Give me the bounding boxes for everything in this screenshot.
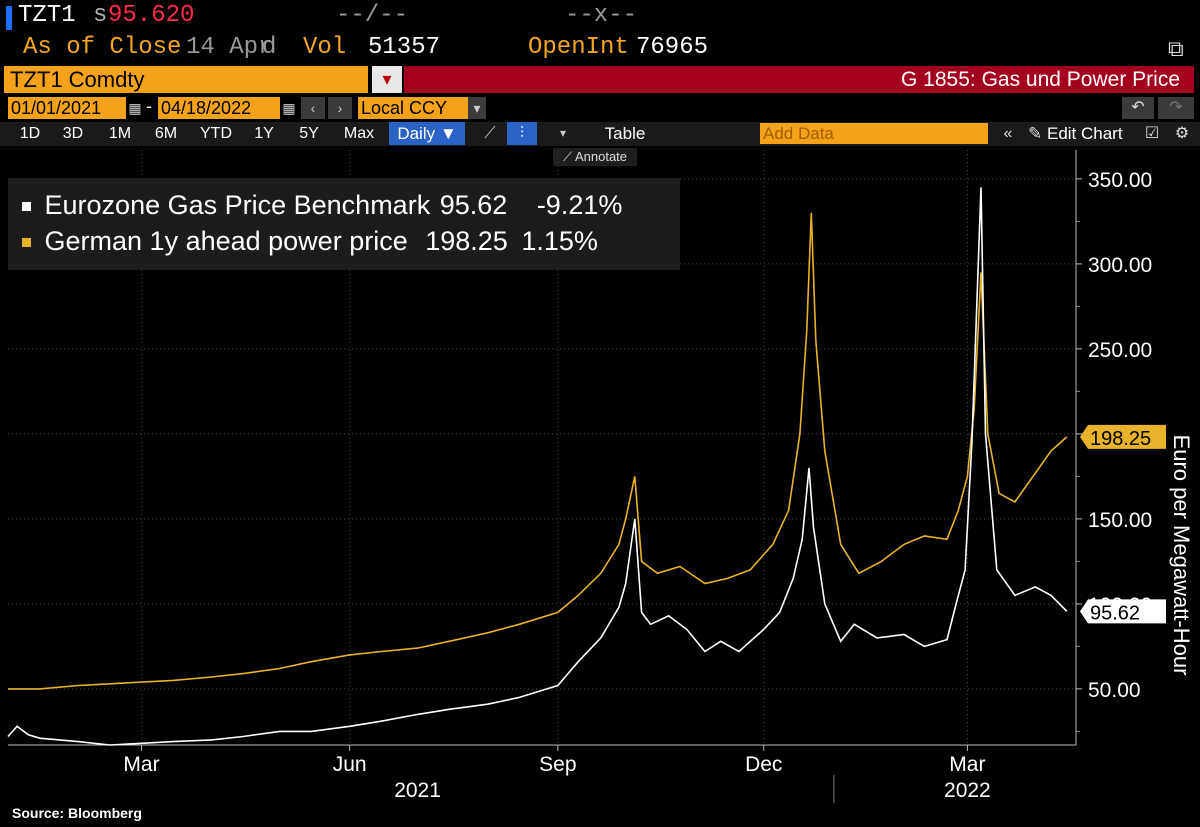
quote-stats: As of Close 14 Apr d Vol 51357 OpenInt 7… [0, 34, 1200, 64]
range-1d[interactable]: 1D [19, 125, 41, 142]
last-value-labels: 198.25 95.62 [1080, 424, 1166, 624]
redo-icon[interactable]: ↷ [1158, 97, 1194, 119]
add-data-input[interactable]: Add Data [760, 123, 988, 144]
range-5y[interactable]: 5Y [299, 125, 319, 142]
last-value-power-bg [1080, 424, 1166, 449]
x-axis: Mar Jun Sep Dec Mar 2021 2022 [8, 744, 1076, 803]
last-value-gas: 95.62 [1090, 602, 1140, 624]
ticker-marker [6, 6, 12, 30]
as-of-label: As of Close [23, 34, 182, 61]
collapse-icon[interactable]: « [1003, 125, 1013, 142]
legend-item-power: German 1y ahead power price 198.25 1.15% [22, 226, 598, 257]
table-button[interactable]: Table [604, 124, 646, 143]
vol-label: Vol [303, 34, 347, 61]
chart-title-bar: G 1855: Gas und Power Price [404, 66, 1194, 93]
series-line-power [8, 212, 1068, 690]
gear-icon[interactable]: ⚙ [1174, 125, 1190, 142]
year-label: 2021 [394, 779, 441, 802]
pencil-icon: ✎ [1028, 124, 1043, 143]
undo-icon[interactable]: ↶ [1122, 97, 1154, 119]
range-6m[interactable]: 6M [154, 125, 178, 142]
range-3d[interactable]: 3D [62, 125, 84, 142]
currency-dropdown-icon[interactable]: ▾ [468, 97, 486, 119]
prev-period-button[interactable]: ‹ [301, 97, 325, 119]
range-max[interactable]: Max [343, 125, 375, 142]
price-prefix: s [93, 2, 108, 29]
annotate-icon: ⟋ [562, 149, 573, 164]
range-1m[interactable]: 1M [108, 125, 132, 142]
y-tick-label: 250.00 [1088, 339, 1152, 362]
bar-chart-icon[interactable]: ⫶ [507, 122, 537, 145]
range-ytd[interactable]: YTD [200, 125, 232, 142]
legend: Eurozone Gas Price Benchmark 95.62 -9.21… [8, 178, 680, 270]
last-value-power: 198.25 [1090, 428, 1151, 450]
x-tick-label: Dec [745, 753, 782, 776]
y-tick-label: 150.00 [1088, 509, 1152, 532]
annotate-label: Annotate [574, 149, 628, 164]
x-tick-label: Jun [333, 753, 367, 776]
x-tick-label: Mar [123, 753, 159, 776]
x-tick-label: Sep [539, 753, 576, 776]
as-of-suffix: d [262, 34, 277, 61]
legend-gas-change: -9.21% [536, 190, 623, 220]
legend-power-value: 198.25 [425, 226, 508, 256]
legend-item-gas: Eurozone Gas Price Benchmark 95.62 -9.21… [22, 190, 622, 221]
currency-select[interactable]: Local CCY [358, 97, 468, 119]
vol-value: 51357 [368, 34, 441, 61]
openint-value: 76965 [636, 34, 709, 61]
legend-gas-name: Eurozone Gas Price Benchmark [44, 190, 431, 220]
end-calendar-icon[interactable]: ▦ [281, 97, 297, 119]
ticker-input[interactable]: TZT1 Comdty [4, 66, 368, 93]
bid-ask: --/-- [336, 2, 409, 29]
edit-settings-icon[interactable]: ☑ [1144, 125, 1160, 142]
openint-label: OpenInt [528, 34, 629, 61]
chart-type-dropdown-icon[interactable]: ▾ [559, 126, 567, 140]
legend-power-name: German 1y ahead power price [44, 226, 408, 256]
y-tick-label: 300.00 [1088, 254, 1152, 277]
source-note: Source: Bloomberg [12, 805, 142, 821]
edit-chart-button[interactable]: ✎ Edit Chart [1028, 122, 1132, 145]
last-value-gas-bg [1080, 599, 1166, 624]
frequency-select[interactable]: Daily ▼ [389, 122, 465, 145]
y-tick-label: 50.00 [1088, 679, 1141, 702]
x-tick-label: Mar [949, 753, 985, 776]
end-date-input[interactable]: 04/18/2022 [158, 97, 280, 119]
ticker-short: TZT1 [18, 2, 76, 29]
y-axis-label: Euro per Megawatt-Hour [1169, 435, 1194, 676]
next-period-button[interactable]: › [328, 97, 352, 119]
ticker-dropdown-button[interactable]: ▾ [372, 66, 402, 93]
start-date-input[interactable]: 01/01/2021 [8, 97, 126, 119]
range-1y[interactable]: 1Y [254, 125, 274, 142]
year-label: 2022 [944, 779, 991, 802]
last-price: 95.620 [108, 2, 195, 29]
popout-icon[interactable]: ⧉ [1168, 38, 1184, 63]
annotate-button[interactable]: ⟋ Annotate [553, 148, 637, 166]
start-calendar-icon[interactable]: ▦ [127, 97, 143, 119]
legend-gas-value: 95.62 [439, 190, 508, 220]
legend-power-change: 1.15% [521, 226, 598, 256]
as-of-date: 14 Apr [186, 34, 273, 61]
line-chart-icon[interactable]: ⟋ [484, 125, 496, 142]
y-tick-label: 350.00 [1088, 169, 1152, 192]
day-range: --x-- [565, 2, 638, 29]
series-line-gas [7, 187, 1068, 746]
legend-swatch-power [22, 238, 31, 248]
edit-chart-label: Edit Chart [1046, 124, 1123, 143]
legend-swatch-gas [22, 202, 31, 212]
date-separator: - [146, 96, 152, 116]
range-toolbar [0, 122, 1200, 146]
quote-header: TZT1 s 95.620 --/-- --x-- ⧉ [0, 0, 1200, 63]
